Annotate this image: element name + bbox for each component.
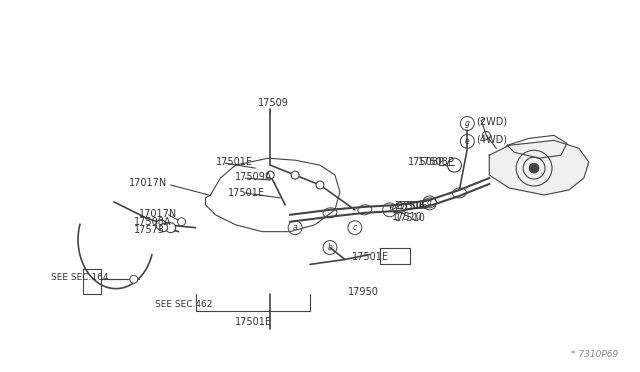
- Text: 17508P: 17508P: [408, 157, 445, 167]
- Text: (2WD): (2WD): [476, 116, 508, 126]
- Circle shape: [166, 223, 175, 232]
- Text: b: b: [328, 243, 332, 252]
- Text: 17508A: 17508A: [134, 217, 172, 227]
- Circle shape: [266, 171, 274, 179]
- Text: 17506: 17506: [395, 201, 426, 211]
- Polygon shape: [489, 140, 589, 195]
- Text: 17510: 17510: [392, 212, 422, 222]
- Text: (4WD): (4WD): [476, 134, 508, 144]
- Text: 17509A: 17509A: [236, 172, 273, 182]
- Text: e: e: [465, 137, 470, 146]
- Text: 17501E: 17501E: [235, 317, 272, 327]
- Circle shape: [291, 171, 299, 179]
- Text: g: g: [465, 119, 470, 128]
- Text: 17573: 17573: [134, 225, 165, 235]
- Text: f: f: [388, 205, 391, 214]
- Text: 17509: 17509: [259, 97, 289, 108]
- Text: 17508P: 17508P: [417, 157, 454, 167]
- Text: 17501E: 17501E: [352, 253, 389, 263]
- Text: 17017N: 17017N: [129, 178, 167, 188]
- Circle shape: [316, 181, 324, 189]
- Text: 17506: 17506: [397, 201, 429, 211]
- Text: 17510: 17510: [395, 213, 426, 223]
- Text: a: a: [292, 223, 298, 232]
- Text: d: d: [427, 198, 432, 207]
- Circle shape: [156, 220, 166, 230]
- Circle shape: [178, 218, 186, 226]
- Text: * 7310P69: * 7310P69: [572, 350, 619, 359]
- Circle shape: [130, 275, 138, 283]
- Text: 17017N: 17017N: [139, 209, 177, 219]
- Text: 17501E: 17501E: [216, 157, 252, 167]
- Text: SEE SEC.462: SEE SEC.462: [155, 299, 212, 309]
- Text: c: c: [353, 223, 357, 232]
- Circle shape: [529, 163, 539, 173]
- Text: 17950: 17950: [348, 287, 379, 297]
- Text: SEE SEC.164: SEE SEC.164: [51, 273, 109, 282]
- Text: 17501E: 17501E: [228, 188, 266, 198]
- Circle shape: [160, 224, 168, 232]
